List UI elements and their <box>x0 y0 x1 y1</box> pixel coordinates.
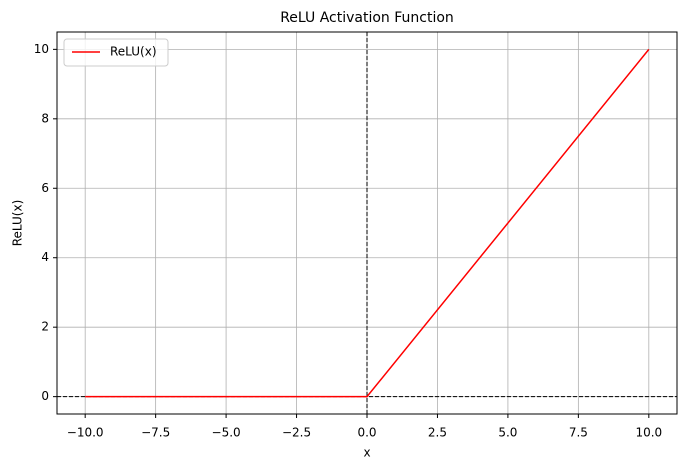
line-series <box>85 48 650 398</box>
y-tick-label: 4 <box>41 250 49 264</box>
chart-title: ReLU Activation Function <box>280 10 454 26</box>
x-tick-label: 5.0 <box>498 426 517 440</box>
y-tick-label: 0 <box>41 389 49 403</box>
legend-box <box>63 38 169 67</box>
y-tick-label: 8 <box>41 111 49 125</box>
x-tick-label: 0.0 <box>357 426 376 440</box>
y-axis-label: ReLU(x) <box>11 200 25 247</box>
plot-frame <box>56 31 678 415</box>
y-tick-label: 10 <box>34 42 49 56</box>
x-tick-label: −2.5 <box>282 426 311 440</box>
x-tick-label: 10.0 <box>635 426 662 440</box>
legend-label: ReLU(x) <box>110 45 157 59</box>
y-tick-label: 2 <box>41 320 49 334</box>
x-axis-label: x <box>363 446 370 460</box>
x-tick-label: −5.0 <box>212 426 241 440</box>
x-tick-label: −10.0 <box>67 426 104 440</box>
x-tick-label: −7.5 <box>141 426 170 440</box>
x-tick-label: 7.5 <box>569 426 588 440</box>
x-tick-label: 2.5 <box>428 426 447 440</box>
y-tick-label: 6 <box>41 181 49 195</box>
